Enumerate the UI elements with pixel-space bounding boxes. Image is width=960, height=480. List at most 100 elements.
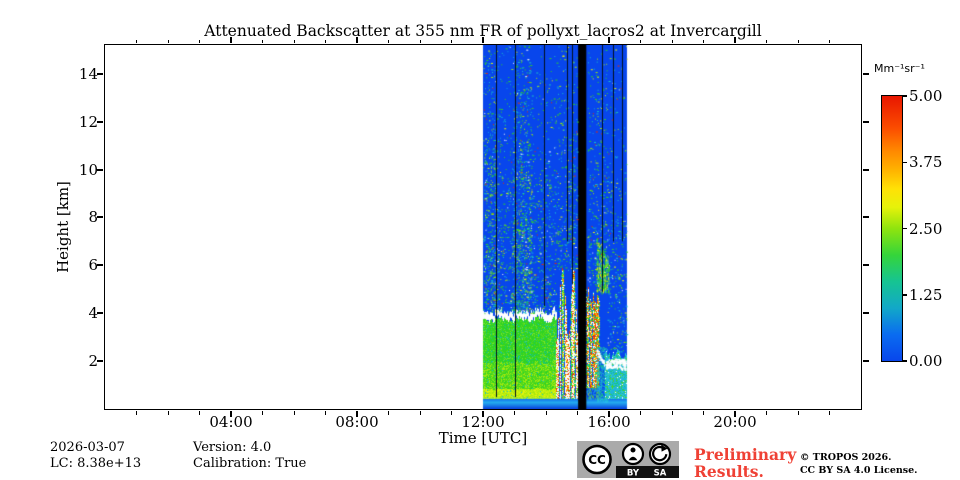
y-tick-label: 4 xyxy=(88,304,98,323)
axis-tick xyxy=(577,411,578,415)
by-person-icon xyxy=(621,442,645,466)
x-tick-label: 04:00 xyxy=(209,413,253,431)
colorbar-tick-label: 1.25 xyxy=(909,285,943,304)
axis-tick xyxy=(230,411,232,417)
axis-tick xyxy=(903,95,907,97)
axis-tick xyxy=(97,72,103,75)
axis-tick xyxy=(671,411,673,415)
axis-tick xyxy=(514,39,515,43)
copyright-line-2: CC BY SA 4.0 License. xyxy=(800,465,918,476)
badge-by-text: BY xyxy=(627,469,640,479)
axis-tick xyxy=(388,411,389,415)
x-tick-label: 08:00 xyxy=(335,413,379,431)
axis-tick xyxy=(325,411,326,415)
axis-tick xyxy=(545,39,547,43)
axis-tick xyxy=(514,411,515,415)
axis-tick xyxy=(577,39,578,43)
x-tick-label: 16:00 xyxy=(587,413,631,431)
axis-tick xyxy=(734,411,736,417)
axis-tick xyxy=(703,411,704,415)
colorbar xyxy=(881,95,903,362)
axis-tick xyxy=(482,37,484,43)
colorbar-unit-label: Mm⁻¹sr⁻¹ xyxy=(874,62,925,75)
axis-tick xyxy=(167,39,169,43)
axis-tick xyxy=(829,411,830,415)
axis-tick xyxy=(388,39,389,43)
cc-logo-text: CC xyxy=(588,453,606,467)
axis-tick xyxy=(97,120,103,123)
footer-lidar-constant: LC: 8.38e+13 xyxy=(50,456,142,471)
axis-tick xyxy=(97,312,103,315)
axis-tick xyxy=(671,39,673,43)
axis-tick xyxy=(230,37,232,43)
axis-tick xyxy=(451,411,452,415)
axis-tick xyxy=(734,37,736,43)
axis-tick xyxy=(863,216,869,219)
axis-tick xyxy=(356,37,358,43)
axis-tick xyxy=(766,39,767,43)
badge-strip xyxy=(616,466,679,478)
axis-tick xyxy=(293,39,295,43)
axis-tick xyxy=(136,411,137,415)
axis-tick xyxy=(419,39,421,43)
backscatter-heatmap xyxy=(105,45,861,409)
footer-date: 2026-03-07 xyxy=(50,440,125,455)
axis-tick xyxy=(703,39,704,43)
axis-tick xyxy=(640,39,641,43)
y-tick-label: 2 xyxy=(88,352,98,371)
axis-tick xyxy=(136,39,137,43)
axis-tick xyxy=(545,411,547,415)
plot-area xyxy=(104,44,862,410)
axis-tick xyxy=(863,120,869,123)
colorbar-tick-label: 3.75 xyxy=(909,153,943,172)
axis-tick xyxy=(97,264,103,267)
axis-tick xyxy=(482,411,484,417)
footer-calibration: Calibration: True xyxy=(193,456,307,471)
axis-tick xyxy=(97,216,103,219)
axis-tick xyxy=(97,168,103,171)
axis-tick xyxy=(262,39,263,43)
y-tick-label: 14 xyxy=(78,64,98,83)
axis-tick xyxy=(797,411,799,415)
footer-version: Version: 4.0 xyxy=(193,440,272,455)
y-tick-label: 8 xyxy=(88,208,98,227)
sa-arrow-icon xyxy=(648,442,672,466)
axis-tick xyxy=(863,312,869,315)
axis-tick xyxy=(903,294,907,296)
axis-tick xyxy=(608,37,610,43)
axis-tick xyxy=(199,39,200,43)
badge-sa-text: SA xyxy=(654,469,667,479)
cc-logo-icon: CC xyxy=(582,444,612,475)
axis-tick xyxy=(903,360,907,362)
axis-tick xyxy=(262,411,263,415)
colorbar-tick-label: 2.50 xyxy=(909,219,943,238)
axis-tick xyxy=(167,411,169,415)
axis-tick xyxy=(863,168,869,171)
axis-tick xyxy=(797,39,799,43)
colorbar-tick-label: 5.00 xyxy=(909,87,943,105)
axis-tick xyxy=(903,227,907,230)
axis-tick xyxy=(863,264,869,267)
axis-tick xyxy=(608,411,610,417)
y-tick-label: 12 xyxy=(78,112,98,131)
preliminary-results-note: Preliminary Results. xyxy=(694,445,797,480)
axis-tick xyxy=(829,39,830,43)
axis-tick xyxy=(419,411,421,415)
axis-tick xyxy=(863,72,869,75)
x-tick-label: 12:00 xyxy=(461,413,505,431)
axis-tick xyxy=(356,411,358,417)
axis-tick xyxy=(451,39,452,43)
axis-tick xyxy=(199,411,200,415)
axis-tick xyxy=(903,161,907,163)
colorbar-tick-label: 0.00 xyxy=(909,352,943,370)
axis-tick xyxy=(766,411,767,415)
axis-tick xyxy=(640,411,641,415)
plot-title: Attenuated Backscatter at 355 nm FR of p… xyxy=(204,22,762,40)
cc-license-badge: CC BY SA xyxy=(577,441,679,478)
copyright-line-1: © TROPOS 2026. xyxy=(800,452,892,463)
y-tick-label: 10 xyxy=(78,160,98,179)
y-tick-label: 6 xyxy=(88,256,98,275)
x-tick-label: 20:00 xyxy=(713,413,757,431)
x-axis-label: Time [UTC] xyxy=(438,429,528,447)
